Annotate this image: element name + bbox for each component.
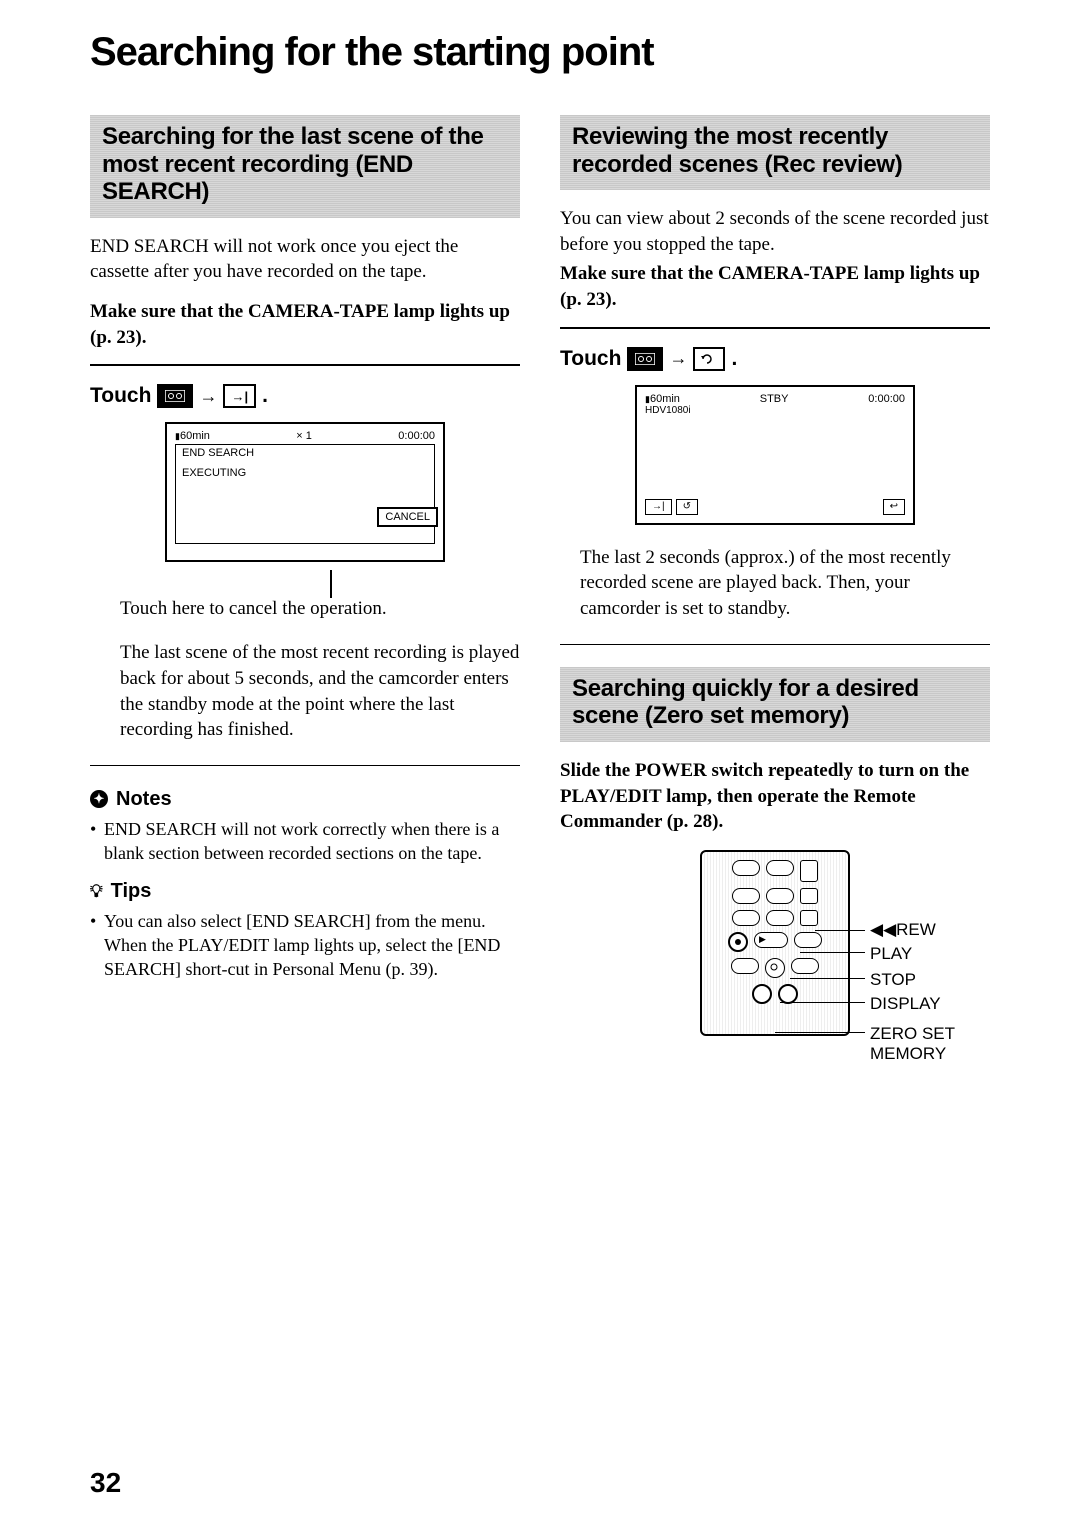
- divider: [90, 765, 520, 766]
- tip-item: You can also select [END SEARCH] from th…: [90, 909, 520, 982]
- screen-status: EXECUTING: [182, 467, 428, 479]
- tips-header: 💡︎ Tips: [90, 880, 520, 903]
- tape-remain: ▮60min: [645, 393, 680, 405]
- display-label: DISPLAY: [870, 994, 941, 1014]
- return-mini-button[interactable]: ↩: [883, 499, 905, 515]
- divider: [90, 364, 520, 366]
- divider: [560, 327, 990, 329]
- end-search-result: The last scene of the most recent record…: [120, 640, 520, 743]
- remote-diagram: ▶ ◀◀REW PLAY STOP DISPLAY ZERO SET MEMOR…: [560, 850, 990, 1036]
- tips-list: You can also select [END SEARCH] from th…: [90, 909, 520, 982]
- touch-instruction-left: Touch → →| .: [90, 384, 520, 408]
- notes-header: ✦ Notes: [90, 788, 520, 811]
- camera-tape-note-left: Make sure that the CAMERA-TAPE lamp ligh…: [90, 299, 520, 350]
- right-column: Reviewing the most recently recorded sce…: [560, 115, 990, 1036]
- play-label: PLAY: [870, 944, 912, 964]
- note-item: END SEARCH will not work correctly when …: [90, 817, 520, 866]
- arrow-icon: →: [669, 348, 687, 369]
- left-column: Searching for the last scene of the most…: [90, 115, 520, 1036]
- rec-review-intro: You can view about 2 seconds of the scen…: [560, 206, 990, 257]
- notes-icon: ✦: [90, 790, 108, 808]
- tips-icon: 💡︎: [90, 881, 103, 902]
- cancel-button[interactable]: CANCEL: [377, 507, 438, 527]
- page-number: 32: [90, 1467, 121, 1499]
- end-search-intro: END SEARCH will not work once you eject …: [90, 234, 520, 285]
- remote-body: ▶: [700, 850, 850, 1036]
- speed: × 1: [296, 430, 312, 442]
- zero-set-label: ZERO SET MEMORY: [870, 1024, 990, 1065]
- zero-set-heading: Searching quickly for a desired scene (Z…: [560, 667, 990, 742]
- lcd-screen-end-search: ▮60min × 1 0:00:00 END SEARCH EXECUTING …: [165, 422, 445, 562]
- end-search-icon: →|: [223, 384, 256, 408]
- timecode: 0:00:00: [868, 393, 905, 405]
- rec-review-heading: Reviewing the most recently recorded sce…: [560, 115, 990, 190]
- cassette-icon: [157, 384, 193, 408]
- cancel-caption: Touch here to cancel the operation.: [120, 598, 520, 620]
- lcd-screen-rec-review: ▮60min STBY 0:00:00 HDV1080i →| ↺ ↩: [635, 385, 915, 525]
- stop-label: STOP: [870, 970, 916, 990]
- format: HDV1080i: [645, 405, 905, 416]
- callout-line: [330, 570, 332, 598]
- timecode: 0:00:00: [398, 430, 435, 442]
- page-title: Searching for the starting point: [90, 30, 990, 75]
- rec-review-mini-button[interactable]: ↺: [676, 499, 698, 515]
- end-search-heading: Searching for the last scene of the most…: [90, 115, 520, 218]
- screen-title: END SEARCH: [182, 447, 428, 459]
- divider: [560, 644, 990, 645]
- camera-tape-note-right: Make sure that the CAMERA-TAPE lamp ligh…: [560, 261, 990, 312]
- notes-list: END SEARCH will not work correctly when …: [90, 817, 520, 866]
- rec-review-icon: [693, 347, 725, 371]
- zero-set-intro: Slide the POWER switch repeatedly to tur…: [560, 758, 990, 835]
- status: STBY: [760, 393, 789, 405]
- touch-label: Touch: [90, 384, 151, 408]
- cassette-icon: [627, 347, 663, 371]
- rew-label: ◀◀REW: [870, 920, 936, 940]
- arrow-icon: →: [199, 386, 217, 407]
- tape-remain: ▮60min: [175, 430, 210, 442]
- touch-instruction-right: Touch → .: [560, 347, 990, 371]
- end-search-mini-button[interactable]: →|: [645, 499, 672, 515]
- rec-review-result: The last 2 seconds (approx.) of the most…: [580, 545, 990, 622]
- touch-label: Touch: [560, 347, 621, 371]
